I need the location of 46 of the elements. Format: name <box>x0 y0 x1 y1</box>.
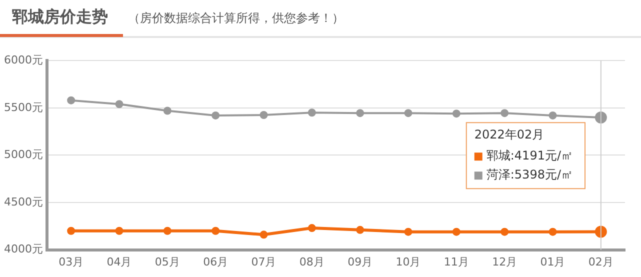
x-tick-label: 06月 <box>203 255 228 268</box>
point <box>308 108 316 117</box>
annotation: :4191元/㎡ <box>510 148 573 163</box>
point <box>500 228 509 236</box>
point <box>452 228 460 236</box>
y-tick-label: 5000元 <box>4 148 43 162</box>
y-tick-label: 4000元 <box>4 242 43 256</box>
annotation: 2022年02月 <box>474 128 544 142</box>
chart-subtitle: （房价数据综合计算所得，供您参考！） <box>128 10 344 27</box>
point <box>260 230 268 239</box>
x-tick-label: 10月 <box>396 255 421 268</box>
point <box>67 96 76 104</box>
x-tick-label: 01月 <box>540 255 566 268</box>
y-tick-label: 6000元 <box>4 53 43 66</box>
point <box>163 226 172 235</box>
point <box>548 111 557 120</box>
legend-label: 菏泽 <box>486 168 510 182</box>
point <box>115 100 124 108</box>
legend-label: 郓城 <box>486 148 510 163</box>
x-tick-label: 12月 <box>492 255 518 268</box>
point <box>404 109 412 118</box>
x-tick-label: 02月 <box>588 255 614 268</box>
x-tick-label: 04月 <box>106 255 132 268</box>
point <box>212 226 220 235</box>
annotation: :5398元/㎡ <box>510 168 573 182</box>
x-tick-label: 08月 <box>299 255 324 268</box>
y-tick-label: 5500元 <box>4 100 43 114</box>
point <box>212 111 220 120</box>
point <box>308 224 316 232</box>
point <box>500 109 509 118</box>
chart-title: 郓城房价走势 <box>12 7 108 28</box>
point <box>67 226 76 235</box>
point <box>356 109 364 118</box>
x-tick-label: 03月 <box>58 255 84 268</box>
x-tick-label: 11月 <box>444 255 469 268</box>
y-tick-label: 4500元 <box>4 195 43 208</box>
x-tick-label: 05月 <box>154 255 180 268</box>
point <box>404 228 412 236</box>
point <box>115 226 124 235</box>
point <box>356 226 364 234</box>
point <box>548 228 557 236</box>
point <box>452 110 460 118</box>
x-tick-label: 09月 <box>348 255 373 268</box>
x-tick-label: 07月 <box>251 255 276 268</box>
point <box>260 110 268 119</box>
point <box>163 106 172 115</box>
